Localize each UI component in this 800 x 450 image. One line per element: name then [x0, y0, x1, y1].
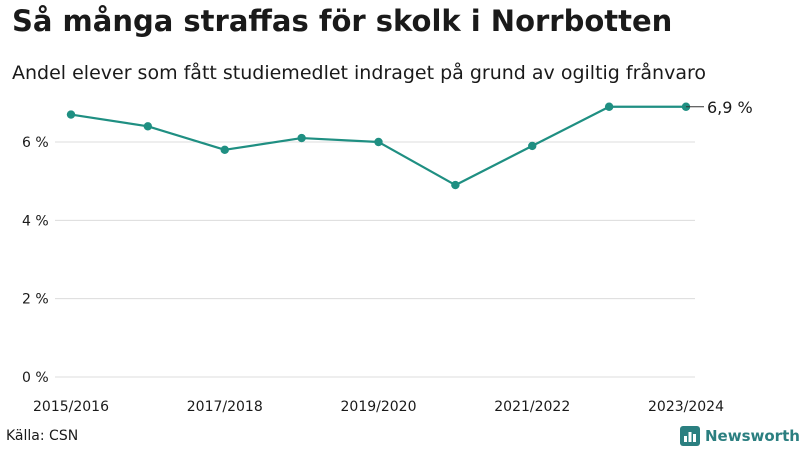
gridlines [55, 141, 695, 378]
x-axis-ticks: 2015/2016 2017/2018 2019/2020 2021/2022 2023… [33, 399, 724, 415]
y-tick-label: 6 % [22, 135, 49, 151]
y-axis-ticks: 0 % 2 % 4 % 6 % [22, 135, 49, 386]
data-point-2022/2023 [604, 102, 614, 111]
data-point-2016/2017 [143, 122, 153, 131]
data-point-2018/2019 [297, 133, 306, 143]
x-tick-label: 2017/2018 [187, 399, 263, 415]
y-tick-label: 0 % [22, 370, 49, 386]
chart-subtitle: Andel elever som fått studiemedlet indra… [12, 62, 706, 84]
x-tick-label: 2015/2016 [33, 399, 109, 415]
x-tick-label: 2023/2024 [648, 399, 724, 415]
data-point-2021/2022 [528, 141, 537, 151]
source-note: Källa: CSN [6, 428, 79, 444]
brand-label: Newsworthy [705, 427, 800, 445]
data-labels: 6,9 % [686, 98, 753, 117]
bar-chart-icon [680, 426, 700, 446]
data-point-2015/2016 [66, 110, 76, 119]
series [66, 102, 691, 190]
y-tick-label: 2 % [22, 292, 49, 308]
data-point-2020/2021 [451, 180, 460, 190]
brand: Newsworthy [680, 426, 800, 446]
chart-title: Så många straffas för skolk i Norrbotten [12, 4, 673, 38]
x-tick-label: 2019/2020 [341, 399, 417, 415]
x-tick-label: 2021/2022 [494, 399, 570, 415]
data-point-2017/2018 [220, 145, 229, 155]
y-tick-label: 4 % [22, 213, 49, 229]
data-point-2019/2020 [374, 137, 383, 147]
end-value-label: 6,9 % [707, 98, 753, 117]
